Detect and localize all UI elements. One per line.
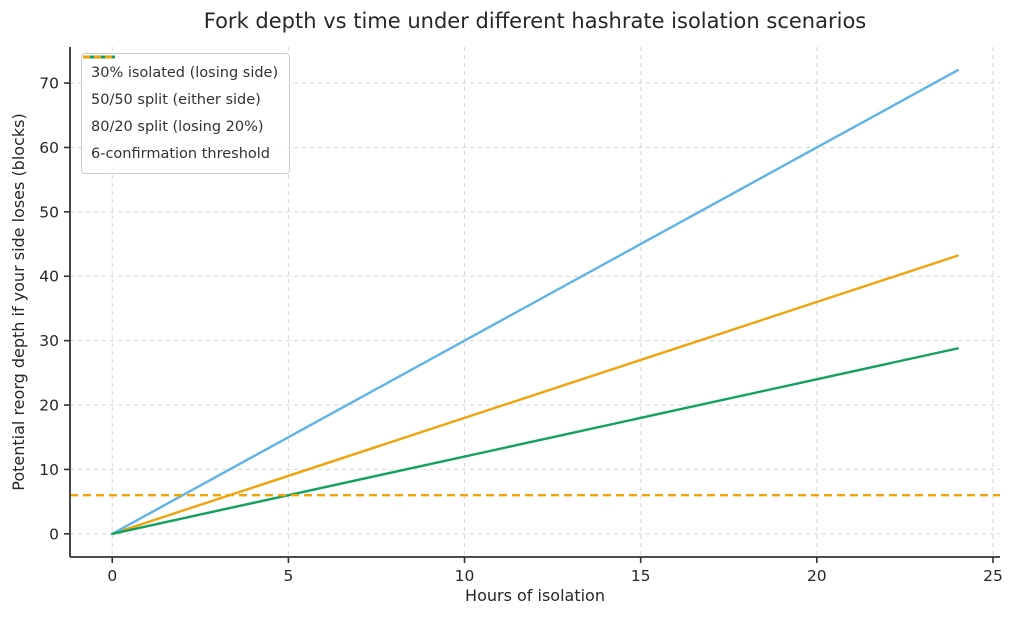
y-tick-label: 40	[39, 268, 59, 286]
legend-item-1: 50/50 split (either side)	[83, 55, 278, 112]
y-tick-label: 60	[39, 139, 59, 157]
x-tick-label: 15	[631, 567, 651, 585]
legend-label: 80/20 split (losing 20%)	[91, 119, 264, 135]
series-line-2	[111, 347, 959, 536]
y-tick-label: 70	[39, 75, 59, 93]
series-line-0	[111, 254, 959, 536]
y-tick-label: 50	[39, 203, 59, 221]
x-tick-label: 20	[807, 567, 827, 585]
y-tick-label: 0	[49, 525, 59, 543]
y-tick-label: 20	[39, 397, 59, 415]
legend-label: 6-confirmation threshold	[91, 146, 271, 162]
legend-label: 30% isolated (losing side)	[91, 65, 279, 81]
y-axis-label: Potential reorg depth if your side loses…	[9, 113, 28, 491]
x-tick-label: 5	[283, 567, 293, 585]
legend-swatch-dashed-line	[83, 55, 115, 59]
series-line-1	[111, 68, 959, 536]
legend-item-0: 30% isolated (losing side)	[83, 55, 279, 85]
y-tick-label: 10	[39, 461, 59, 479]
legend-item-3: 6-confirmation threshold	[83, 55, 278, 166]
chart-title: Fork depth vs time under different hashr…	[203, 9, 867, 33]
x-tick-label: 0	[107, 567, 117, 585]
x-tick-label: 25	[983, 567, 1003, 585]
x-axis-label: Hours of isolation	[465, 586, 605, 605]
legend: 30% isolated (losing side) 50/50 split (e…	[81, 53, 291, 174]
x-tick-label: 10	[455, 567, 475, 585]
y-tick-label: 30	[39, 332, 59, 350]
legend-item-2: 80/20 split (losing 20%)	[83, 55, 278, 139]
legend-label: 50/50 split (either side)	[91, 92, 261, 108]
